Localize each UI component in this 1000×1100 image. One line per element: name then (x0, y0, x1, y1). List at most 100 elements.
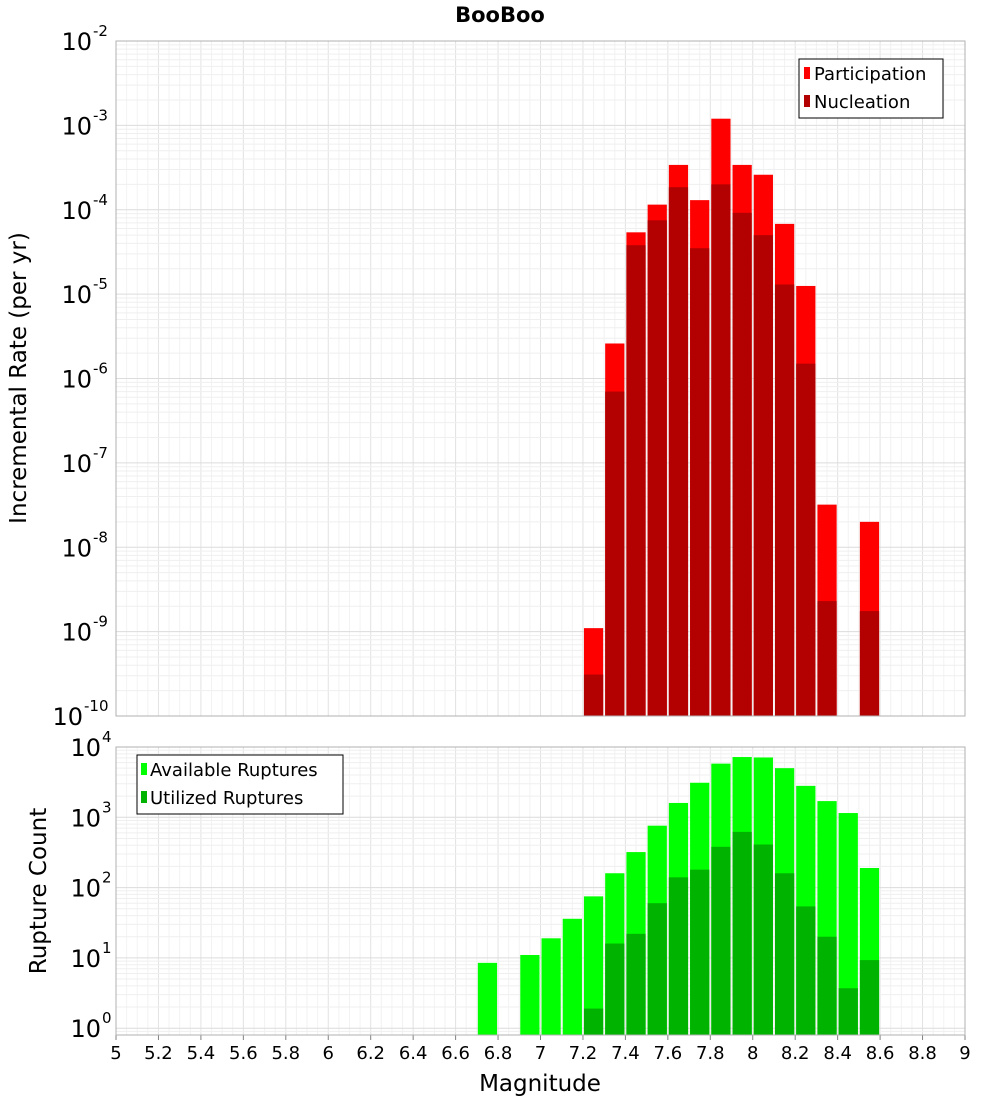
count-bar-series2 (796, 906, 816, 1035)
x-tick-label: 7.8 (696, 1043, 725, 1064)
count-bar-series2 (817, 936, 837, 1035)
x-tick-label: 7 (535, 1043, 546, 1064)
count-bar-series2 (626, 933, 646, 1035)
count-bar-series1 (541, 938, 561, 1035)
x-tick-label: 8.4 (823, 1043, 852, 1064)
rate-bar-series2 (859, 611, 880, 716)
count-y-axis-label: Rupture Count (26, 808, 52, 974)
tick-base: 10 (61, 534, 92, 562)
rate-y-tick-label: 10 -7 (61, 444, 108, 478)
tick-base: 10 (61, 366, 92, 394)
tick-exponent: -2 (93, 22, 108, 40)
count-bar-series2 (668, 877, 689, 1035)
tick-exponent: 1 (102, 939, 112, 957)
legend-swatch-participation (804, 67, 810, 79)
x-tick-label: 7.6 (654, 1043, 683, 1064)
count-bar-series2 (690, 869, 710, 1035)
count-bar-series2 (838, 988, 858, 1035)
tick-exponent: -3 (93, 106, 108, 124)
x-tick-label: 8 (747, 1043, 758, 1064)
rate-y-tick-label: 10 -10 (52, 697, 108, 731)
x-tick-label: 8.8 (908, 1043, 937, 1064)
rate-legend-box (798, 58, 944, 119)
legend-label-available: Available Ruptures (150, 760, 318, 781)
rate-y-tick-label: 10 -5 (61, 275, 108, 309)
x-tick-label: 8.2 (781, 1043, 810, 1064)
count-legend-box (136, 754, 344, 815)
tick-exponent: 3 (102, 798, 112, 816)
count-y-tick-label: 10 1 (70, 939, 111, 973)
x-axis-label: Magnitude (479, 1071, 601, 1097)
rate-bars (583, 118, 880, 717)
tick-base: 10 (61, 28, 92, 56)
count-bar-series1 (562, 918, 582, 1035)
rate-y-tick-label: 10 -2 (61, 22, 108, 56)
rate-bar-series2 (732, 212, 752, 716)
x-tick-label: 7.4 (611, 1043, 640, 1064)
count-bar-series1 (583, 896, 604, 1035)
tick-base: 10 (70, 734, 101, 762)
x-tick-label: 6.4 (399, 1043, 428, 1064)
count-bar-series1 (520, 954, 540, 1035)
tick-exponent: 0 (102, 1009, 112, 1027)
count-bar-series1 (477, 962, 498, 1035)
rate-y-tick-label: 10 -9 (61, 613, 108, 647)
rate-bar-series2 (605, 391, 625, 716)
legend-label-utilized: Utilized Ruptures (150, 788, 303, 809)
x-tick-label: 8.6 (866, 1043, 895, 1064)
x-tick-label: 5.2 (144, 1043, 173, 1064)
rate-y-tick-label: 10 -3 (61, 106, 108, 140)
tick-exponent: 2 (102, 869, 112, 887)
tick-base: 10 (70, 875, 101, 903)
tick-base: 10 (52, 703, 83, 731)
rate-gridlines (115, 40, 966, 717)
legend-swatch-available (141, 763, 147, 775)
tick-exponent: 4 (102, 728, 112, 746)
count-y-tick-label: 10 4 (70, 728, 111, 762)
rate-y-axis-label: Incremental Rate (per yr) (6, 232, 32, 524)
rate-bar-series2 (647, 220, 667, 717)
tick-exponent: -6 (93, 360, 108, 378)
x-tick-label: 5.8 (271, 1043, 300, 1064)
x-tick-label: 6.6 (441, 1043, 470, 1064)
chart-title: BooBoo (455, 3, 545, 27)
tick-base: 10 (70, 945, 101, 973)
count-bar-series2 (732, 831, 752, 1035)
rate-bar-series2 (796, 363, 816, 716)
tick-exponent: -7 (93, 444, 108, 462)
legend-label-nucleation: Nucleation (814, 92, 910, 113)
tick-exponent: -10 (84, 697, 109, 715)
legend-label-participation: Participation (814, 64, 926, 85)
x-tick-label: 6 (323, 1043, 334, 1064)
x-tick-label: 5.6 (229, 1043, 258, 1064)
rate-y-tick-label: 10 -4 (61, 191, 108, 225)
count-plot-border (115, 746, 966, 1036)
count-y-tick-label: 10 3 (70, 798, 111, 832)
tick-base: 10 (61, 450, 92, 478)
rate-bar-series2 (583, 674, 604, 716)
x-tick-label: 6.8 (484, 1043, 513, 1064)
rate-y-tick-label: 10 -6 (61, 360, 108, 394)
tick-exponent: -4 (93, 191, 108, 209)
rate-y-tick-label: 10 -8 (61, 528, 108, 562)
rate-legend: Participation Nucleation (798, 58, 944, 119)
tick-exponent: -8 (93, 528, 108, 546)
count-y-tick-label: 10 2 (70, 869, 111, 903)
x-tick-label: 5 (110, 1043, 121, 1064)
x-tick-label: 9 (959, 1043, 970, 1064)
count-bar-series2 (605, 943, 625, 1035)
count-bar-series2 (583, 1008, 604, 1035)
tick-base: 10 (70, 1015, 101, 1043)
rate-bar-series2 (690, 248, 710, 717)
tick-exponent: -9 (93, 613, 108, 631)
count-bar-series2 (711, 846, 731, 1035)
rate-bar-series2 (711, 184, 731, 717)
rate-bar-series2 (626, 245, 646, 717)
count-bar-series2 (859, 960, 880, 1035)
tick-base: 10 (61, 619, 92, 647)
count-bar-series1 (838, 813, 858, 1035)
x-tick-labels: 5 5.2 5.4 5.6 5.8 6 6.2 6.4 6.6 6.8 7 7.2 7.4 7.6 7.8 8… (110, 1035, 971, 1064)
